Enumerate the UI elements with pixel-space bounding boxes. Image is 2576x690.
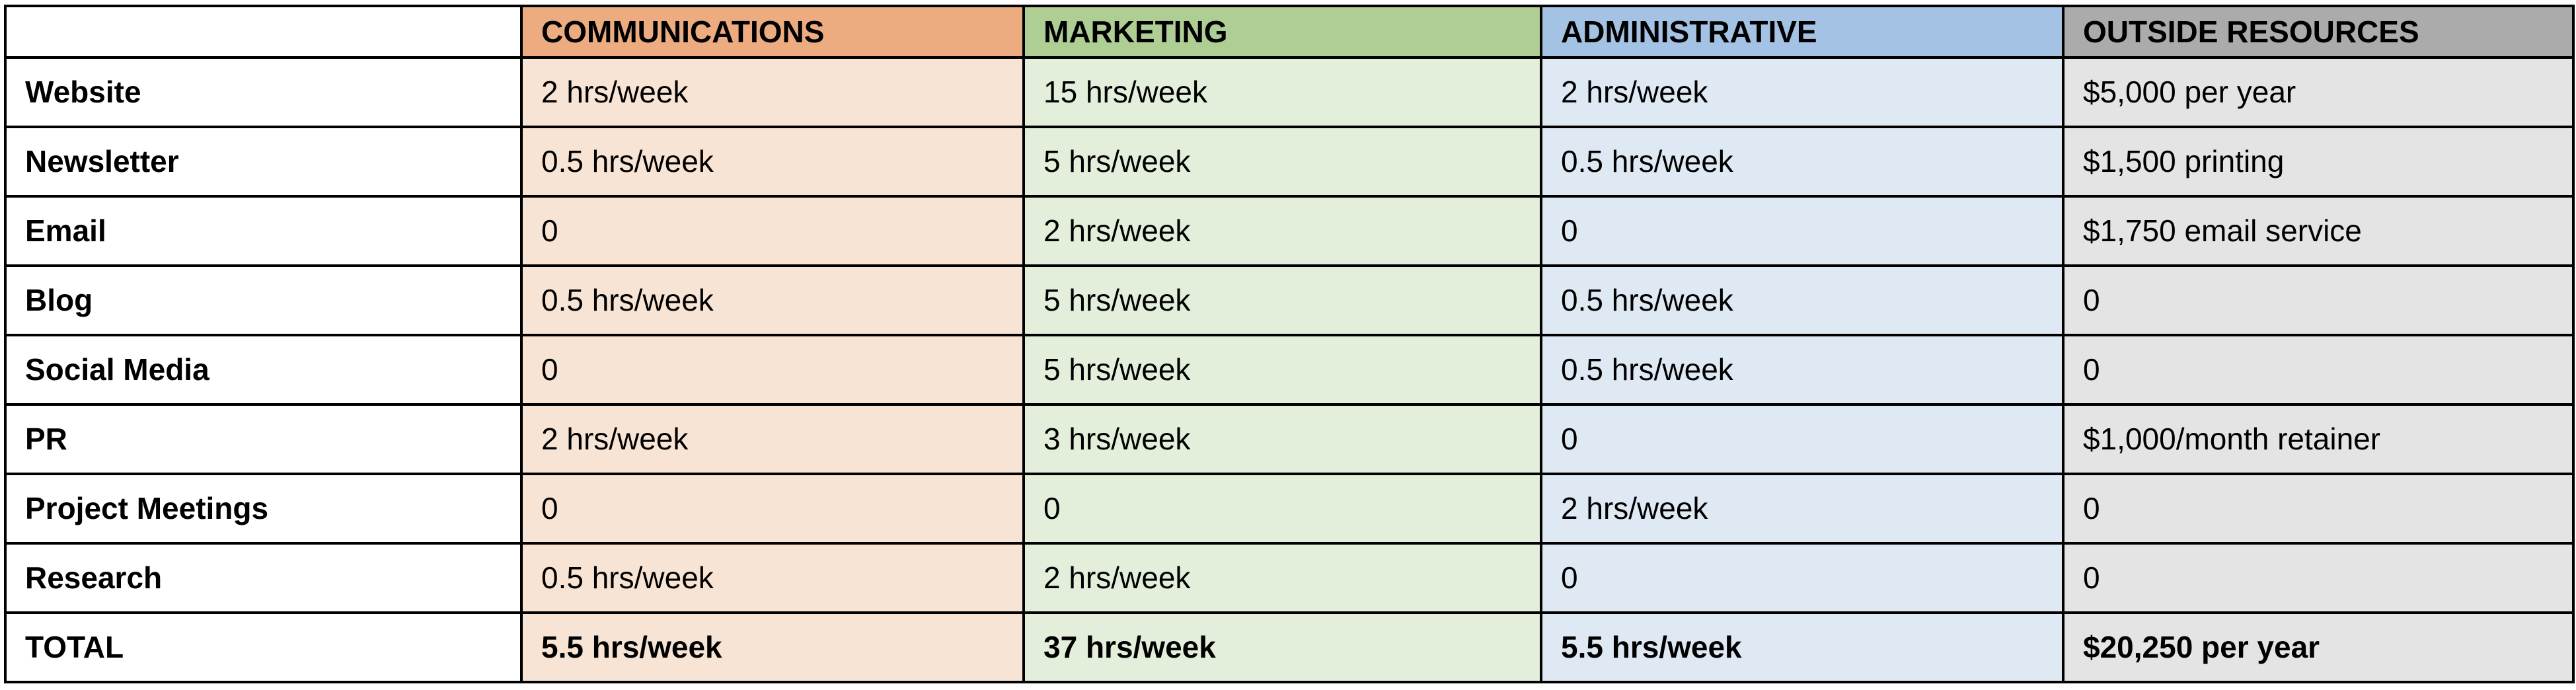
table-row-pr: PR 2 hrs/week 3 hrs/week 0 $1,000/month … [4,403,2575,475]
cell-communications: 0 [520,195,1025,267]
budget-table-container: COMMUNICATIONS MARKETING ADMINISTRATIVE … [4,5,2575,683]
table-row-total: TOTAL 5.5 hrs/week 37 hrs/week 5.5 hrs/w… [4,611,2575,683]
table-row-website: Website 2 hrs/week 15 hrs/week 2 hrs/wee… [4,56,2575,128]
cell-marketing: 2 hrs/week [1022,195,1542,267]
cell-administrative: 0 [1540,542,2065,614]
cell-marketing: 5 hrs/week [1022,126,1542,198]
cell-marketing: 2 hrs/week [1022,542,1542,614]
header-row: COMMUNICATIONS MARKETING ADMINISTRATIVE … [4,5,2575,59]
cell-outside-resources: 0 [2062,473,2575,545]
cell-administrative: 0.5 hrs/week [1540,334,2065,406]
cell-outside-resources: $1,500 printing [2062,126,2575,198]
row-label: Email [4,195,523,267]
table-row-newsletter: Newsletter 0.5 hrs/week 5 hrs/week 0.5 h… [4,126,2575,198]
cell-communications: 0.5 hrs/week [520,126,1025,198]
cell-outside-resources: 0 [2062,542,2575,614]
row-label: Research [4,542,523,614]
cell-administrative: 0.5 hrs/week [1540,264,2065,336]
row-label: PR [4,403,523,475]
cell-communications: 5.5 hrs/week [520,611,1025,683]
row-label: Social Media [4,334,523,406]
column-header-marketing: MARKETING [1022,5,1542,59]
cell-communications: 2 hrs/week [520,56,1025,128]
table-row-project-meetings: Project Meetings 0 0 2 hrs/week 0 [4,473,2575,545]
column-header-outside-resources: OUTSIDE RESOURCES [2062,5,2575,59]
cell-administrative: 0 [1540,403,2065,475]
resource-allocation-table: COMMUNICATIONS MARKETING ADMINISTRATIVE … [4,5,2575,683]
corner-header-cell [4,5,523,59]
column-header-administrative: ADMINISTRATIVE [1540,5,2065,59]
table-row-email: Email 0 2 hrs/week 0 $1,750 email servic… [4,195,2575,267]
table-row-blog: Blog 0.5 hrs/week 5 hrs/week 0.5 hrs/wee… [4,264,2575,336]
cell-outside-resources: $20,250 per year [2062,611,2575,683]
row-label: Project Meetings [4,473,523,545]
cell-marketing: 5 hrs/week [1022,264,1542,336]
column-header-communications: COMMUNICATIONS [520,5,1025,59]
cell-communications: 0.5 hrs/week [520,264,1025,336]
row-label: Website [4,56,523,128]
cell-marketing: 37 hrs/week [1022,611,1542,683]
cell-outside-resources: 0 [2062,334,2575,406]
cell-administrative: 2 hrs/week [1540,56,2065,128]
cell-outside-resources: $1,750 email service [2062,195,2575,267]
cell-administrative: 0.5 hrs/week [1540,126,2065,198]
cell-marketing: 0 [1022,473,1542,545]
cell-communications: 0 [520,473,1025,545]
row-label: Blog [4,264,523,336]
row-label: Newsletter [4,126,523,198]
table-row-research: Research 0.5 hrs/week 2 hrs/week 0 0 [4,542,2575,614]
cell-marketing: 15 hrs/week [1022,56,1542,128]
cell-administrative: 5.5 hrs/week [1540,611,2065,683]
cell-administrative: 2 hrs/week [1540,473,2065,545]
row-label: TOTAL [4,611,523,683]
cell-communications: 0 [520,334,1025,406]
cell-marketing: 5 hrs/week [1022,334,1542,406]
cell-marketing: 3 hrs/week [1022,403,1542,475]
cell-communications: 2 hrs/week [520,403,1025,475]
table-row-social-media: Social Media 0 5 hrs/week 0.5 hrs/week 0 [4,334,2575,406]
cell-administrative: 0 [1540,195,2065,267]
cell-outside-resources: 0 [2062,264,2575,336]
cell-outside-resources: $5,000 per year [2062,56,2575,128]
cell-communications: 0.5 hrs/week [520,542,1025,614]
cell-outside-resources: $1,000/month retainer [2062,403,2575,475]
